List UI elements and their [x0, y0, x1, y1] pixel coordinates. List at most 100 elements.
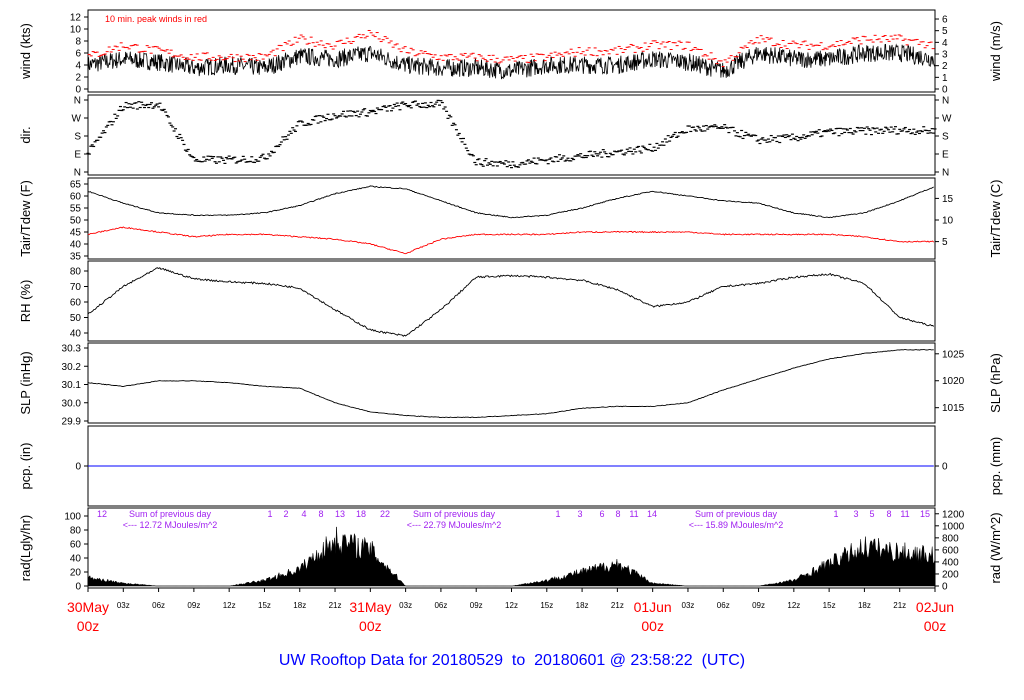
y-tick-label: 60	[70, 192, 82, 203]
y-axis-label-right-slp: SLP (hPa)	[988, 353, 1003, 413]
y-tick-right-label: 3	[942, 50, 948, 61]
y-tick-right-label: 5	[942, 26, 948, 37]
y-tick-right-label: 5	[942, 237, 948, 248]
y-tick-right-label: 4	[942, 38, 948, 49]
y-axis-label-wind: wind (kts)	[18, 23, 33, 80]
y-tick-label: 30.1	[62, 380, 82, 391]
y-tick-label: S	[74, 132, 81, 143]
y-tick-label: 0	[75, 582, 81, 593]
y-tick-label: 70	[70, 282, 82, 293]
x-hour-label: 03z	[399, 601, 412, 610]
y-tick-label: 6	[75, 49, 81, 60]
y-tick-label: 2	[75, 73, 81, 84]
y-tick-right-label: 1200	[942, 509, 965, 520]
y-axis-label-pcp: pcp. (in)	[18, 443, 33, 490]
y-tick-label: 100	[64, 512, 81, 523]
y-tick-right-label: 0	[942, 85, 948, 96]
wind-speed-line	[87, 43, 936, 80]
radiation-hour-label: 15	[920, 509, 930, 519]
y-tick-label: N	[74, 96, 81, 107]
y-tick-right-label: 0	[942, 582, 948, 593]
x-day-label: 02Jun	[916, 599, 954, 615]
y-axis-label-dir: dir.	[18, 126, 33, 143]
x-hour-label: 21z	[329, 601, 342, 610]
x-hour-label: 09z	[187, 601, 200, 610]
y-axis-label-slp: SLP (inHg)	[18, 351, 33, 414]
radiation-hour-label: 4	[301, 509, 306, 519]
wind-annotation: 10 min. peak winds in red	[105, 14, 207, 24]
y-tick-label: N	[74, 168, 81, 179]
y-tick-label: 80	[70, 526, 82, 537]
radiation-hour-label: 2	[283, 509, 288, 519]
panel-frame-temp	[87, 177, 936, 260]
y-tick-right-label: 15	[942, 194, 954, 205]
x-hour-label: 15z	[258, 601, 271, 610]
radiation-hour-label: 6	[599, 509, 604, 519]
radiation-hour-label: 8	[318, 509, 323, 519]
y-tick-label: 50	[70, 313, 82, 324]
x-hour-label: 12z	[505, 601, 518, 610]
y-tick-right-label: E	[942, 150, 949, 161]
x-hour-label: 18z	[858, 601, 871, 610]
radiation-hour-label: 12	[97, 509, 107, 519]
y-tick-label: 8	[75, 37, 81, 48]
daily-sum-title: Sum of previous day	[413, 509, 496, 519]
y-tick-label: 0	[75, 85, 81, 96]
radiation-hour-label: 5	[869, 509, 874, 519]
daily-sum-title: Sum of previous day	[695, 509, 778, 519]
x-hour-label: 15z	[823, 601, 836, 610]
y-tick-label: 4	[75, 61, 81, 72]
x-day-hour-label: 00z	[924, 618, 947, 634]
y-tick-label: 50	[70, 216, 82, 227]
y-axis-label-right-pcp: pcp. (mm)	[988, 437, 1003, 496]
radiation-hour-label: 11	[629, 509, 638, 519]
y-tick-label: 29.9	[62, 417, 82, 428]
dewpoint-line	[87, 226, 935, 255]
y-tick-label: 40	[70, 240, 82, 251]
radiation-hour-label: 22	[380, 509, 390, 519]
y-tick-right-label: 1025	[942, 349, 965, 360]
y-tick-label: 40	[70, 329, 82, 340]
radiation-hour-label: 1	[833, 509, 838, 519]
daily-sum-title: Sum of previous day	[129, 509, 212, 519]
chart-title: UW Rooftop Data for 20180529 to 20180601…	[279, 652, 745, 669]
y-tick-right-label: W	[942, 114, 952, 125]
x-hour-label: 06z	[434, 601, 447, 610]
radiation-hour-label: 8	[886, 509, 891, 519]
radiation-hour-label: 3	[577, 509, 582, 519]
x-hour-label: 15z	[540, 601, 553, 610]
y-tick-right-label: 1	[942, 73, 948, 84]
y-tick-right-label: 400	[942, 557, 959, 568]
y-tick-right-label: 1020	[942, 376, 965, 387]
y-tick-label: 30.0	[62, 398, 82, 409]
y-tick-right-label: S	[942, 132, 949, 143]
panel-frame-rh	[87, 260, 936, 342]
radiation-hour-label: 11	[900, 509, 909, 519]
x-hour-label: 21z	[893, 601, 906, 610]
panel-frame-dir	[87, 94, 936, 176]
x-hour-label: 09z	[470, 601, 483, 610]
y-tick-label: 80	[70, 267, 82, 278]
y-tick-right-label: 6	[942, 15, 948, 26]
y-axis-label-right-rad: rad (W/m^2)	[988, 512, 1003, 583]
y-tick-right-label: N	[942, 96, 949, 107]
x-day-hour-label: 00z	[77, 618, 100, 634]
y-tick-label: 40	[70, 554, 82, 565]
y-tick-right-label: 200	[942, 569, 959, 580]
y-tick-right-label: 800	[942, 533, 959, 544]
x-day-label: 30May	[67, 599, 109, 615]
y-tick-label: 10	[70, 25, 82, 36]
panel-frame-wind	[87, 9, 936, 93]
relative-humidity-line	[87, 267, 935, 337]
y-tick-right-label: 600	[942, 545, 959, 556]
x-hour-label: 12z	[223, 601, 236, 610]
y-tick-label: 12	[70, 13, 82, 24]
y-tick-right-label: N	[942, 168, 949, 179]
y-axis-label-temp: Tair/Tdew (F)	[18, 180, 33, 257]
y-tick-label: 60	[70, 540, 82, 551]
y-axis-label-right-wind: wind (m/s)	[988, 21, 1003, 82]
y-tick-right-label: 2	[942, 61, 948, 72]
y-tick-label: 0	[75, 462, 81, 473]
y-tick-label: 20	[70, 568, 82, 579]
